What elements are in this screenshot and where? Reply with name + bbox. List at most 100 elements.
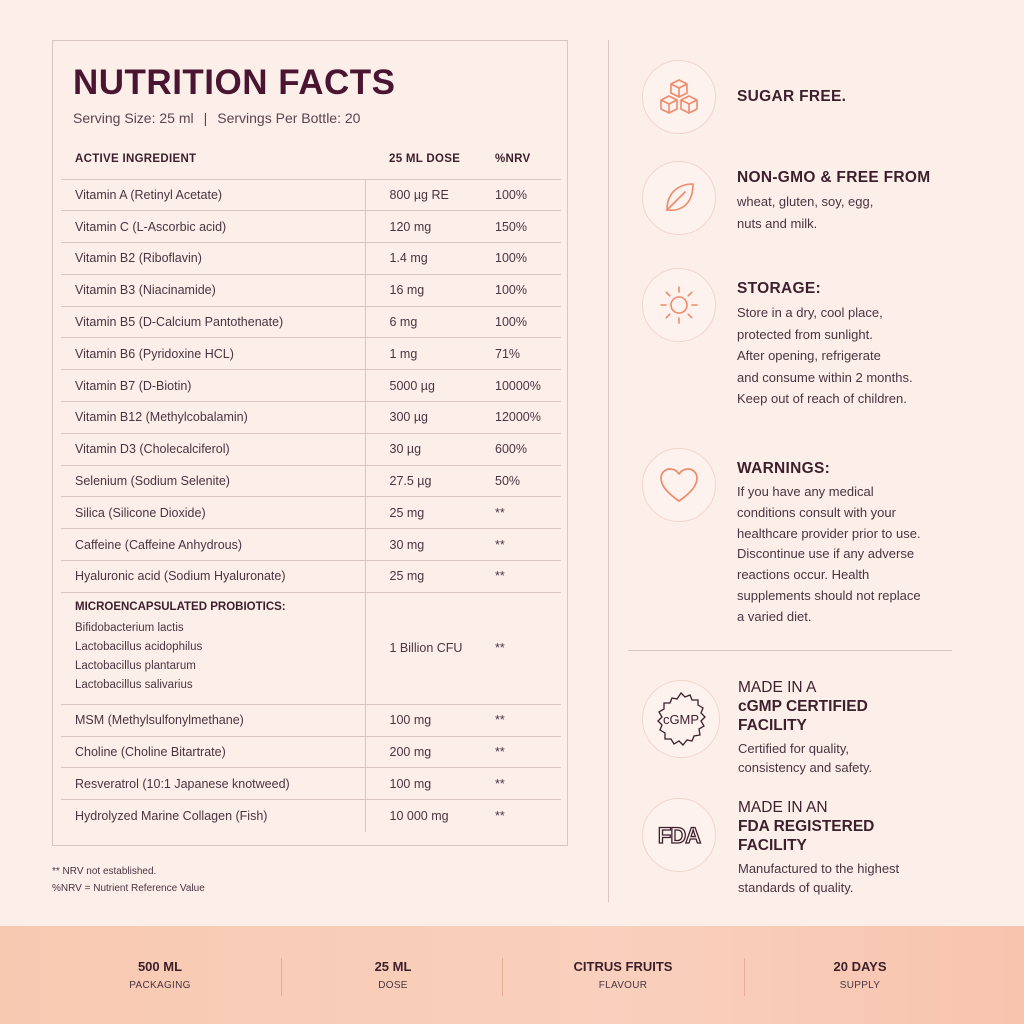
feature-title: WARNINGS: xyxy=(737,460,831,477)
ingredient-cell: Selenium (Sodium Selenite) xyxy=(61,465,366,498)
feature-title: SUGAR FREE. xyxy=(737,88,847,105)
probiotics-row: MICROENCAPSULATED PROBIOTICS: Bifidobact… xyxy=(61,592,561,705)
dose-cell: 6 mg xyxy=(365,306,471,339)
cert-pre: MADE IN A xyxy=(738,679,817,696)
feature-line: and consume within 2 months. xyxy=(737,369,913,385)
serving-size: Serving Size: 25 ml xyxy=(73,110,194,126)
horizontal-divider xyxy=(628,650,952,651)
nrv-cell: ** xyxy=(471,496,561,530)
cert-title: cGMP CERTIFIED xyxy=(738,698,868,715)
leaf-icon xyxy=(642,161,716,235)
info-flavour: CITRUS FRUITS FLAVOUR xyxy=(543,926,703,1024)
dose-cell: 1 Billion CFU xyxy=(365,592,471,705)
feature-warnings: WARNINGS: If you have any medical condit… xyxy=(642,448,962,628)
heart-icon xyxy=(642,448,716,522)
table-row: Vitamin B3 (Niacinamide) 16 mg 100% xyxy=(61,274,561,307)
table-row: Hydrolyzed Marine Collagen (Fish) 10 000 … xyxy=(61,799,561,832)
probiotics-title: MICROENCAPSULATED PROBIOTICS: xyxy=(75,601,286,614)
info-value: 25 ML xyxy=(374,959,412,974)
info-packaging: 500 ML PACKAGING xyxy=(80,926,240,1024)
ingredient-cell: Resveratrol (10:1 Japanese knotweed) xyxy=(61,767,366,801)
dose-cell: 800 µg RE xyxy=(365,179,471,212)
nrv-cell: 10000% xyxy=(471,369,561,403)
ingredient-cell: Vitamin B12 (Methylcobalamin) xyxy=(61,401,366,434)
probiotic-item: Bifidobacterium lactis xyxy=(75,622,184,635)
sun-icon xyxy=(642,268,716,342)
cert-title: FDA REGISTERED xyxy=(738,818,875,835)
probiotics-cell: MICROENCAPSULATED PROBIOTICS: Bifidobact… xyxy=(61,592,366,705)
feature-line: Keep out of reach of children. xyxy=(737,391,907,406)
dose-cell: 30 µg xyxy=(365,433,471,466)
ingredient-cell: Choline (Choline Bitartrate) xyxy=(61,736,366,769)
feature-line: supplements should not replace xyxy=(737,587,921,603)
ingredient-cell: Vitamin B5 (D-Calcium Pantothenate) xyxy=(61,306,366,339)
ingredient-cell: Vitamin B6 (Pyridoxine HCL) xyxy=(61,337,366,371)
feature-line: a varied diet. xyxy=(737,608,812,624)
table-row: Vitamin A (Retinyl Acetate) 800 µg RE 100% xyxy=(61,179,561,212)
nrv-cell: 600% xyxy=(471,433,561,466)
info-label: FLAVOUR xyxy=(598,980,648,991)
nrv-cell: 100% xyxy=(471,306,561,339)
table-row: Hyaluronic acid (Sodium Hyaluronate) 25 m… xyxy=(61,560,561,593)
nrv-cell: 100% xyxy=(471,179,561,212)
vertical-divider xyxy=(608,40,609,902)
probiotic-item: Lactobacillus plantarum xyxy=(75,660,196,673)
info-separator xyxy=(281,958,282,996)
footnote-definition: %NRV = Nutrient Reference Value xyxy=(52,883,205,894)
dose-cell: 100 mg xyxy=(365,704,471,737)
feature-line: If you have any medical xyxy=(737,484,874,499)
ingredient-cell: Vitamin B7 (D-Biotin) xyxy=(61,369,366,403)
cert-title: FACILITY xyxy=(738,837,807,854)
dose-cell: 1 mg xyxy=(365,337,471,371)
feature-title: STORAGE: xyxy=(737,280,821,297)
serving-info: Serving Size: 25 ml | Servings Per Bottle:… xyxy=(73,110,360,126)
dose-cell: 120 mg xyxy=(365,210,471,244)
nrv-cell: 100% xyxy=(471,274,561,307)
cert-fda: FDA MADE IN AN FDA REGISTERED FACILITY M… xyxy=(642,798,962,895)
table-row: Vitamin B6 (Pyridoxine HCL) 1 mg 71% xyxy=(61,337,561,371)
ingredient-cell: Vitamin C (L-Ascorbic acid) xyxy=(61,210,366,244)
feature-line: reactions occur. Health xyxy=(737,567,870,583)
cert-line: Certified for quality, xyxy=(738,741,850,756)
nutrition-table: ACTIVE INGREDIENT 25 ML DOSE %NRV Vitami… xyxy=(61,139,561,832)
info-dose: 25 ML DOSE xyxy=(313,926,473,1024)
cert-line: consistency and safety. xyxy=(738,760,873,775)
cgmp-badge-text: cGMP xyxy=(663,712,699,727)
feature-non-gmo: NON-GMO & FREE FROM wheat, gluten, soy, … xyxy=(642,161,962,241)
nrv-cell: 12000% xyxy=(471,401,561,434)
cert-body: Manufactured to the highest standards of… xyxy=(738,859,963,897)
info-separator xyxy=(502,958,503,996)
feature-body: Store in a dry, cool place, protected fr… xyxy=(737,302,962,410)
bottom-info-bar: 500 ML PACKAGING 25 ML DOSE CITRUS FRUIT… xyxy=(0,926,1024,1024)
feature-line: wheat, gluten, soy, egg, xyxy=(737,194,874,209)
dose-cell: 10 000 mg xyxy=(389,808,449,823)
dose-cell: 5000 µg xyxy=(365,369,471,403)
table-row: Caffeine (Caffeine Anhydrous) 30 mg ** xyxy=(61,528,561,562)
dose-cell: 200 mg xyxy=(365,736,471,769)
feature-sugar-free: SUGAR FREE. xyxy=(642,60,962,134)
table-row: Vitamin B5 (D-Calcium Pantothenate) 6 mg 1… xyxy=(61,306,561,339)
feature-line: protected from sunlight. xyxy=(737,326,873,342)
table-row: Choline (Choline Bitartrate) 200 mg ** xyxy=(61,736,561,769)
footnote-nrv: ** NRV not established. xyxy=(52,866,157,877)
fda-badge-text: FDA xyxy=(658,823,701,848)
ingredient-cell: Hydrolyzed Marine Collagen (Fish) xyxy=(61,799,366,832)
feature-line: After opening, refrigerate xyxy=(737,348,881,363)
info-label: SUPPLY xyxy=(839,980,881,991)
cgmp-seal-icon: cGMP xyxy=(642,680,720,758)
dose-cell: 300 µg xyxy=(365,401,471,434)
info-label: PACKAGING xyxy=(129,980,191,991)
nrv-cell: ** xyxy=(495,808,505,823)
probiotics-list: Bifidobacterium lactis Lactobacillus aci… xyxy=(75,619,365,695)
ingredient-cell: Vitamin B3 (Niacinamide) xyxy=(61,274,366,307)
probiotic-item: Lactobacillus salivarius xyxy=(75,679,193,692)
cert-title: FACILITY xyxy=(738,717,807,734)
cert-line: standards of quality. xyxy=(738,880,854,895)
ingredient-cell: Caffeine (Caffeine Anhydrous) xyxy=(61,528,366,562)
cert-pre: MADE IN AN xyxy=(738,799,828,816)
feature-title: NON-GMO & FREE FROM xyxy=(737,169,931,186)
ingredient-cell: Vitamin B2 (Riboflavin) xyxy=(61,242,366,275)
feature-line: conditions consult with your xyxy=(737,504,896,520)
info-value: CITRUS FRUITS xyxy=(573,959,673,974)
servings-per-bottle: Servings Per Bottle: 20 xyxy=(217,110,361,126)
